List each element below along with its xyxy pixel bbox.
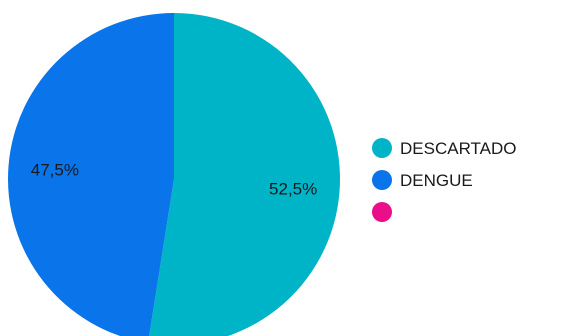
legend-swatch-dengue — [372, 170, 392, 190]
pie-slices — [8, 13, 340, 336]
legend-label-dengue: DENGUE — [400, 171, 473, 190]
pie-slice-dengue — [8, 13, 174, 336]
legend-label-descartado: DESCARTADO — [400, 139, 517, 158]
pie-slice-descartado — [149, 13, 340, 336]
legend-swatch-descartado — [372, 138, 392, 158]
legend-swatch-item-3 — [372, 202, 392, 222]
pie-slice-labels: 52,5% 47,5% — [31, 161, 318, 199]
slice-value-label-descartado: 52,5% — [269, 179, 317, 198]
legend: DESCARTADO DENGUE — [372, 138, 517, 222]
slice-value-label-dengue: 47,5% — [31, 161, 79, 180]
